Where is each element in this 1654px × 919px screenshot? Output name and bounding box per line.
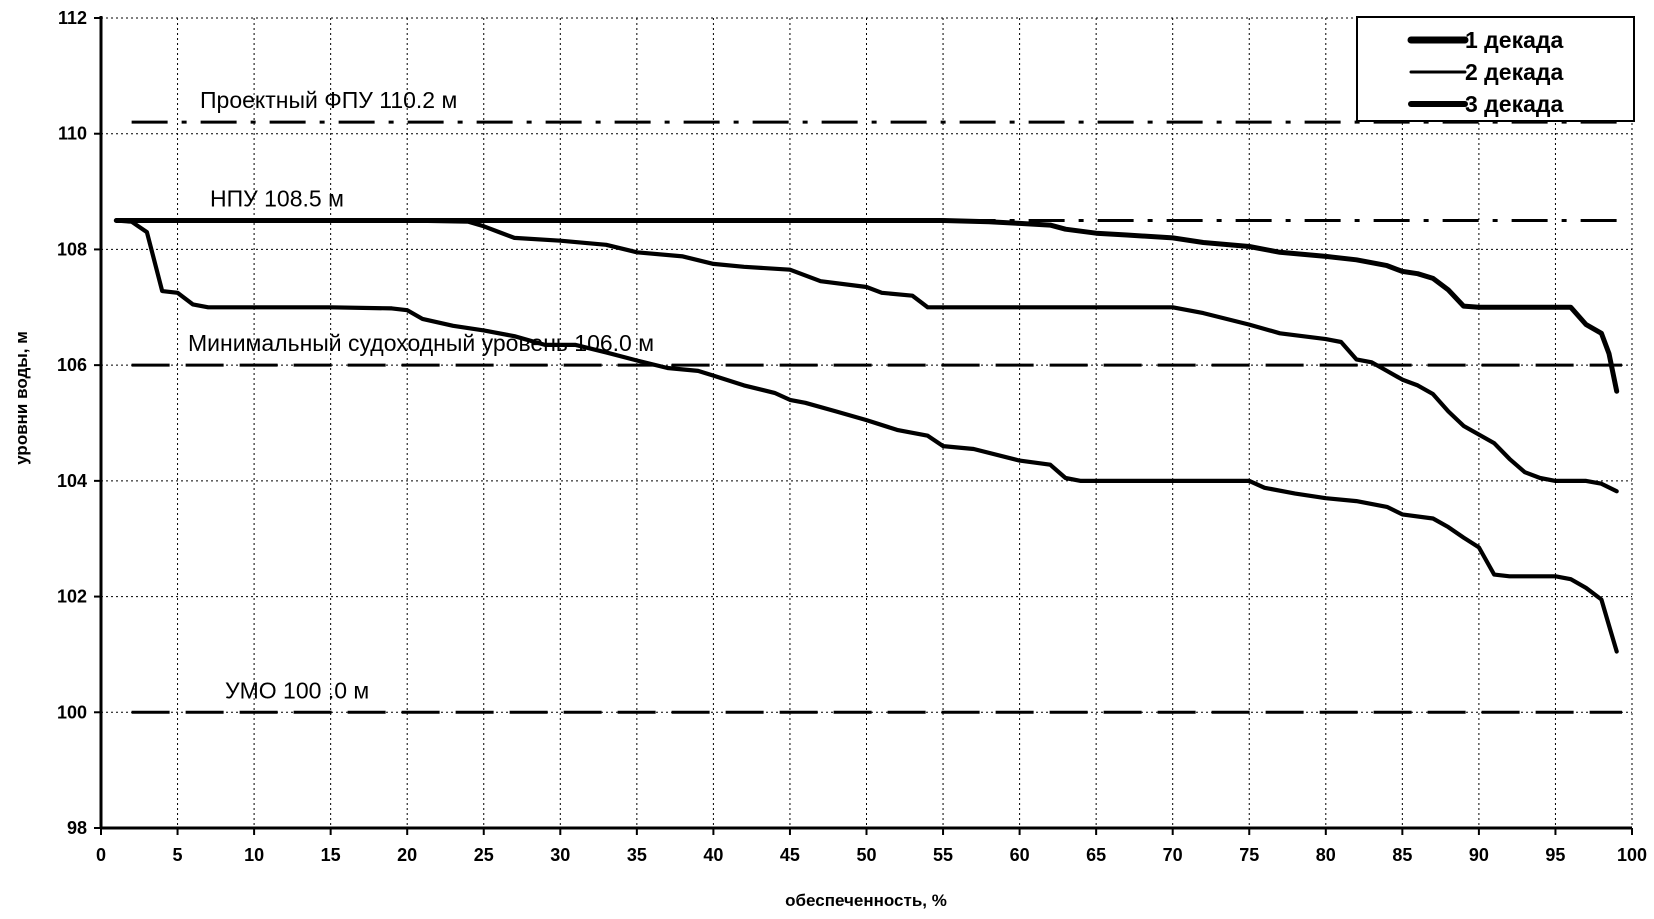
x-tick-label: 90 xyxy=(1469,845,1489,865)
y-tick-label: 98 xyxy=(67,818,87,838)
y-tick-label: 110 xyxy=(58,124,87,144)
reference-lines: Проектный ФПУ 110.2 м НПУ 108.5 м Минималь… xyxy=(131,87,1622,714)
series-lines xyxy=(113,218,1620,654)
x-tick-label: 5 xyxy=(173,845,183,865)
grid xyxy=(101,17,1633,828)
reference-line-label: Минимальный судоходный уровень 106.0 м xyxy=(188,330,654,356)
y-tick-label: 106 xyxy=(57,355,87,375)
x-tick-label: 85 xyxy=(1392,845,1412,865)
x-tick-label: 10 xyxy=(244,845,264,865)
y-axis-title: уровни воды, м xyxy=(12,331,31,465)
reference-line-label: Проектный ФПУ 110.2 м xyxy=(200,87,457,113)
y-tick-label: 100 xyxy=(57,702,87,722)
series-line-2 xyxy=(114,218,1619,494)
legend-label-2: 2 декада xyxy=(1465,59,1563,85)
x-tick-label: 0 xyxy=(96,845,106,865)
y-tick-label: 112 xyxy=(58,8,87,28)
legend: 1 декада 2 декада 3 декада xyxy=(1356,16,1635,122)
x-tick-label: 15 xyxy=(321,845,341,865)
legend-label-1: 1 декада xyxy=(1465,27,1563,53)
y-tick-label: 108 xyxy=(57,239,87,259)
x-tick-label: 80 xyxy=(1316,845,1336,865)
tick-labels: 0 5 10 15 20 25 30 35 40 45 50 55 60 65 70 75 80 85 90 95 10… xyxy=(57,8,1647,865)
y-tick-label: 104 xyxy=(57,471,87,491)
legend-box xyxy=(1356,16,1635,122)
x-tick-label: 20 xyxy=(397,845,417,865)
x-tick-label: 30 xyxy=(550,845,570,865)
x-tick-label: 50 xyxy=(856,845,876,865)
axes xyxy=(94,16,1633,835)
x-tick-label: 45 xyxy=(780,845,800,865)
x-tick-label: 70 xyxy=(1163,845,1183,865)
x-tick-label: 40 xyxy=(703,845,723,865)
series-line-3 xyxy=(114,218,1619,654)
x-tick-label: 35 xyxy=(627,845,647,865)
y-tick-label: 102 xyxy=(57,587,87,607)
x-tick-label: 65 xyxy=(1086,845,1106,865)
reference-line-label: УМО 100 .0 м xyxy=(225,677,369,703)
x-tick-label: 60 xyxy=(1010,845,1030,865)
x-tick-label: 95 xyxy=(1545,845,1565,865)
x-axis-title: обеспеченность, % xyxy=(785,891,947,910)
x-tick-label: 55 xyxy=(933,845,953,865)
x-tick-label: 75 xyxy=(1239,845,1259,865)
reference-line-label: НПУ 108.5 м xyxy=(210,186,344,212)
legend-label-3: 3 декада xyxy=(1465,91,1563,117)
x-tick-label: 25 xyxy=(474,845,494,865)
series-line-1 xyxy=(113,218,1620,394)
x-tick-label: 100 xyxy=(1617,845,1647,865)
